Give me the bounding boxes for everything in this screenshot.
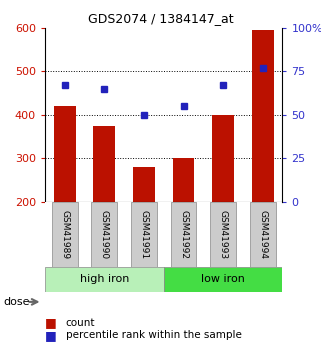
Bar: [252, 30, 273, 202]
Text: ■: ■: [45, 316, 57, 329]
Bar: [250, 203, 275, 267]
Text: GSM41989: GSM41989: [60, 210, 69, 259]
Bar: [173, 158, 195, 202]
Text: GSM41992: GSM41992: [179, 210, 188, 259]
Bar: [91, 203, 117, 267]
Bar: [93, 126, 115, 202]
Bar: [171, 203, 196, 267]
Text: percentile rank within the sample: percentile rank within the sample: [66, 331, 242, 340]
Text: count: count: [66, 318, 95, 327]
Text: dose: dose: [3, 297, 30, 307]
Text: GSM41990: GSM41990: [100, 210, 109, 259]
Bar: [133, 167, 155, 202]
Bar: [54, 106, 76, 202]
Bar: [212, 115, 234, 202]
Text: ■: ■: [45, 329, 57, 342]
Bar: [45, 267, 164, 292]
Text: GSM41991: GSM41991: [139, 210, 148, 259]
Bar: [210, 203, 236, 267]
Text: high iron: high iron: [80, 275, 129, 284]
Bar: [131, 203, 157, 267]
Bar: [52, 203, 78, 267]
Bar: [164, 267, 282, 292]
Text: GSM41994: GSM41994: [258, 210, 267, 259]
Text: GSM41993: GSM41993: [219, 210, 228, 259]
Text: low iron: low iron: [201, 275, 245, 284]
Text: GDS2074 / 1384147_at: GDS2074 / 1384147_at: [88, 12, 233, 25]
